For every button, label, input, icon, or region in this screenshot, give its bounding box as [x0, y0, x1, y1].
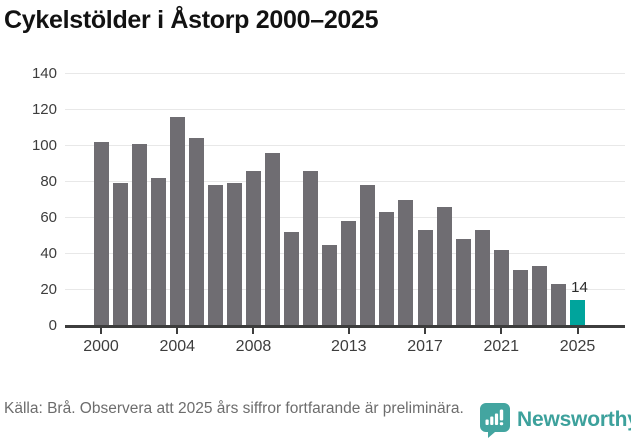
gridline-y-100	[65, 145, 625, 146]
bar-2014	[360, 185, 376, 326]
x-axis-tick-label: 2013	[330, 337, 367, 355]
bar-2017	[417, 230, 433, 326]
x-axis-tick-label: 2025	[559, 337, 596, 355]
bar-2020	[474, 230, 490, 326]
gridline-y-60	[65, 217, 625, 218]
bar-2007	[226, 183, 242, 326]
bar-2015	[379, 212, 395, 326]
y-axis-tick-label: 120	[31, 101, 57, 118]
x-axis-tick-2021	[500, 327, 503, 334]
x-axis-tick-label: 2021	[483, 337, 520, 355]
y-axis-tick-label: 40	[40, 245, 57, 262]
gridline-y-140	[65, 73, 625, 74]
bar-2008	[245, 170, 261, 326]
y-axis-tick-label: 80	[40, 173, 57, 190]
bar-2002	[131, 143, 147, 326]
bar-2016	[398, 199, 414, 326]
x-axis-tick-2004	[176, 327, 179, 334]
x-axis-tick-label: 2017	[407, 337, 443, 355]
newsworthy-logo: Newsworthy	[480, 402, 631, 438]
x-axis-tick-label: 2008	[235, 337, 272, 355]
chart-title: Cykelstölder i Åstorp 2000–2025	[4, 6, 379, 34]
bar-2009	[265, 152, 281, 326]
bar-2004	[169, 116, 185, 326]
x-axis-tick-2017	[424, 327, 427, 334]
bar-2010	[284, 231, 300, 326]
y-axis-tick-label: 20	[40, 281, 57, 298]
bar-2013	[341, 221, 357, 326]
source-note: Källa: Brå. Observera att 2025 års siffr…	[4, 400, 464, 417]
x-axis-tick-2025	[576, 327, 579, 334]
bar-2000	[93, 141, 109, 326]
x-axis-tick-2008	[252, 327, 255, 334]
bar-2006	[207, 185, 223, 326]
x-axis-tick-2013	[347, 327, 350, 334]
bar-2003	[150, 177, 166, 326]
x-axis-line	[65, 324, 625, 328]
newsworthy-pin-icon	[480, 402, 510, 438]
bar-2024	[550, 284, 566, 326]
newsworthy-logo-text: Newsworthy	[517, 408, 631, 431]
gridline-y-120	[65, 109, 625, 110]
bar-2019	[455, 239, 471, 326]
bar-2021	[493, 249, 509, 326]
bar-2022	[512, 269, 528, 326]
x-axis-tick-label: 2004	[159, 337, 196, 355]
y-axis-tick-label: 0	[48, 317, 57, 334]
y-axis-tick-label: 100	[31, 137, 57, 154]
bar-2023	[531, 266, 547, 326]
x-axis-tick-2000	[100, 327, 102, 334]
bar-2025	[570, 300, 585, 326]
x-axis-tick-label: 2000	[83, 337, 119, 355]
bar-2011	[303, 170, 319, 326]
gridline-y-80	[65, 181, 625, 182]
bar-2012	[322, 244, 338, 326]
bar-2005	[188, 138, 204, 326]
value-label-2025: 14	[571, 279, 588, 297]
y-axis-tick-label: 140	[31, 65, 57, 82]
bar-2001	[112, 183, 128, 326]
y-axis-tick-label: 60	[40, 209, 57, 226]
bar-2018	[436, 206, 452, 326]
